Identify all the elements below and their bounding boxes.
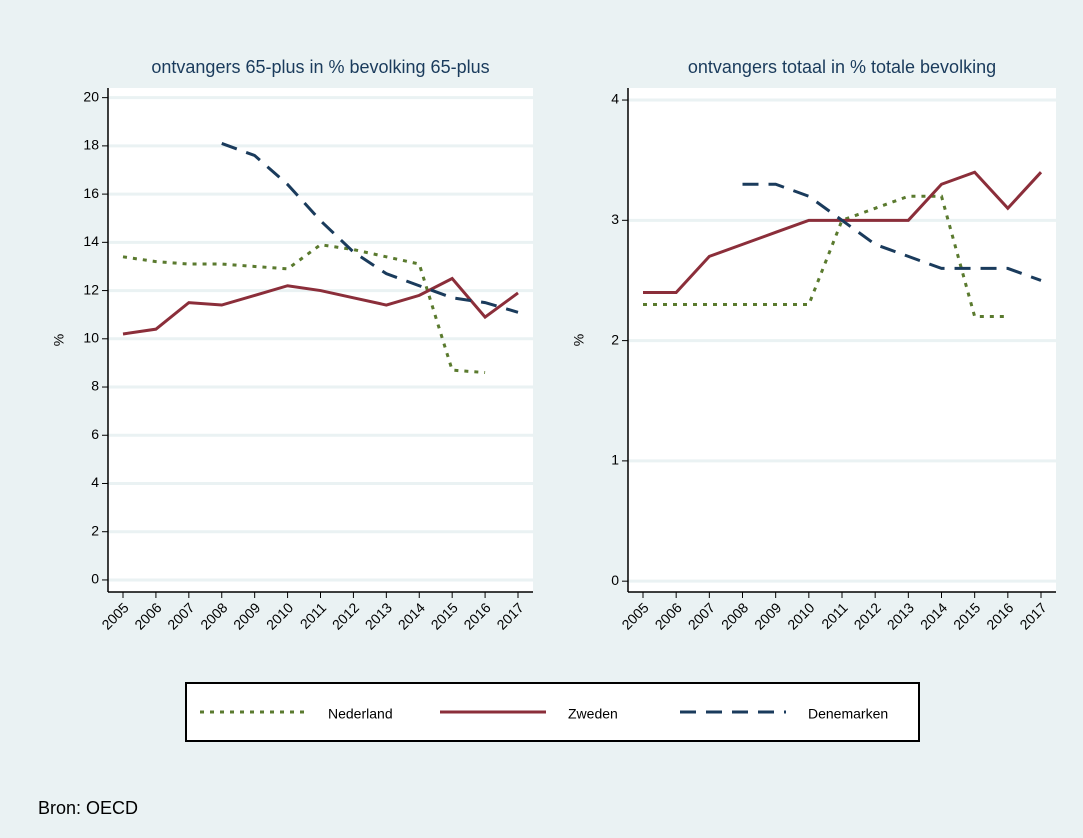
series-line: Zweden [122, 276, 519, 336]
chart-title: ontvangers totaal in % totale bevolking [688, 57, 996, 77]
y-tick-label: 4 [91, 474, 99, 490]
legend-label: Denemarken [808, 706, 888, 722]
y-tick-label: 2 [611, 331, 619, 347]
y-tick-label: 0 [91, 571, 99, 587]
x-tick-label: 2015 [428, 599, 461, 632]
y-axis-label: % [51, 334, 67, 346]
x-tick-label: 2012 [329, 599, 362, 632]
x-tick-label: 2010 [263, 599, 296, 632]
y-tick-label: 4 [611, 91, 619, 107]
y-tick-label: 0 [611, 572, 619, 588]
x-tick-label: 2009 [751, 599, 784, 632]
y-tick-label: 1 [611, 452, 619, 468]
series-line: Nederland [122, 243, 486, 375]
x-tick-label: 2011 [297, 599, 330, 632]
x-tick-label: 2005 [98, 599, 131, 632]
y-axis-label: % [571, 334, 587, 346]
x-tick-label: 2011 [818, 599, 851, 632]
y-tick-label: 10 [83, 329, 99, 345]
x-tick-label: 2014 [395, 599, 428, 632]
legend-box [185, 682, 920, 742]
y-tick-label: 12 [83, 281, 99, 297]
y-tick-label: 20 [83, 88, 99, 104]
y-tick-label: 3 [611, 211, 619, 227]
series-line: Denemarken [742, 182, 1042, 282]
legend-label: Zweden [568, 706, 618, 722]
x-tick-label: 2007 [685, 599, 718, 632]
x-tick-label: 2017 [493, 599, 526, 632]
x-tick-label: 2010 [784, 599, 817, 632]
x-tick-label: 2016 [983, 599, 1016, 632]
y-tick-label: 8 [91, 378, 99, 394]
x-tick-label: 2015 [950, 599, 983, 632]
series-line: Nederland [643, 194, 1008, 319]
y-tick-label: 16 [83, 185, 99, 201]
x-tick-label: 2006 [652, 599, 685, 632]
x-tick-label: 2006 [131, 599, 164, 632]
x-tick-label: 2008 [197, 599, 230, 632]
x-tick-label: 2007 [164, 599, 197, 632]
y-tick-label: 18 [83, 137, 99, 153]
x-tick-label: 2017 [1016, 599, 1049, 632]
y-tick-label: 14 [83, 233, 99, 249]
x-tick-label: 2008 [718, 599, 751, 632]
y-tick-label: 2 [91, 522, 99, 538]
x-tick-label: 2013 [884, 599, 917, 632]
source: Bron: OECD [38, 798, 138, 818]
x-tick-label: 2009 [230, 599, 263, 632]
x-tick-label: 2005 [618, 599, 651, 632]
x-tick-label: 2016 [460, 599, 493, 632]
legend-label: Nederland [328, 706, 393, 722]
x-tick-label: 2014 [917, 599, 950, 632]
x-tick-label: 2013 [362, 599, 395, 632]
x-tick-label: 2012 [851, 599, 884, 632]
y-tick-label: 6 [91, 426, 99, 442]
chart-title: ontvangers 65-plus in % bevolking 65-plu… [151, 57, 489, 77]
series-line: Denemarken [221, 142, 519, 314]
